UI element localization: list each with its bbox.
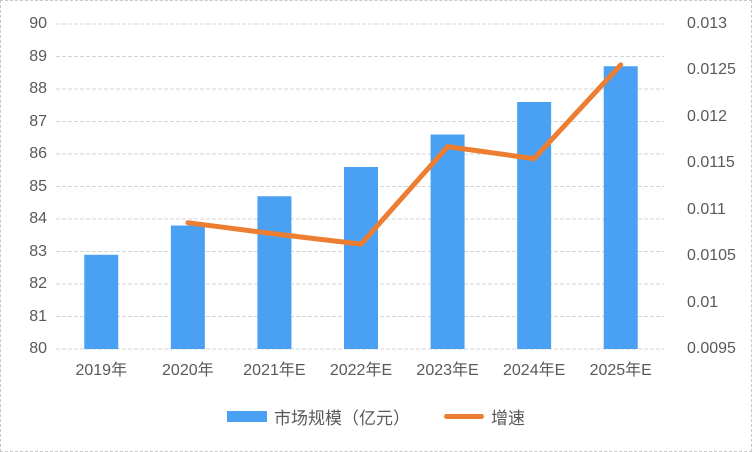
left-axis-tick-89: 89 bbox=[29, 47, 47, 65]
x-axis-tick-2021年E: 2021年E bbox=[243, 362, 306, 379]
left-axis-tick-86: 86 bbox=[29, 145, 47, 162]
bar-2022年E bbox=[344, 167, 378, 349]
bar-2019年 bbox=[84, 254, 119, 349]
legend-label-growth: 增速 bbox=[491, 409, 525, 428]
left-axis-tick-83: 83 bbox=[29, 242, 47, 260]
line-series-swatch-icon bbox=[444, 414, 484, 419]
right-axis-tick-0.012: 0.012 bbox=[687, 107, 728, 125]
legend-item-growth: 增速 bbox=[444, 404, 525, 429]
bar-2025年E bbox=[603, 66, 638, 349]
left-axis-tick-90: 90 bbox=[29, 15, 47, 32]
left-axis-tick-84: 84 bbox=[29, 210, 47, 227]
bar-2024年E bbox=[517, 102, 552, 349]
growth-line bbox=[185, 62, 624, 247]
left-axis-tick-80: 80 bbox=[29, 340, 47, 357]
right-axis-tick-0.0095: 0.0095 bbox=[687, 340, 736, 357]
x-axis-tick-2023年E: 2023年E bbox=[416, 362, 479, 379]
legend-label-market-size: 市场规模（亿元） bbox=[274, 409, 410, 428]
x-axis-tick-2019年: 2019年 bbox=[75, 362, 128, 379]
x-axis-tick-2022年E: 2022年E bbox=[329, 362, 393, 379]
legend: 市场规模（亿元） 增速 bbox=[1, 404, 751, 429]
right-axis-tick-0.0125: 0.0125 bbox=[687, 61, 736, 79]
left-axis-tick-87: 87 bbox=[29, 112, 47, 130]
bar-series-swatch-icon bbox=[227, 411, 267, 422]
bar-2021年E bbox=[257, 196, 292, 349]
right-axis-tick-0.011: 0.011 bbox=[687, 200, 726, 218]
x-axis-tick-2020年: 2020年 bbox=[162, 362, 214, 379]
x-axis-tick-2024年E: 2024年E bbox=[503, 362, 566, 379]
left-axis-tick-81: 81 bbox=[29, 307, 47, 325]
left-axis-tick-85: 85 bbox=[29, 177, 47, 195]
right-axis-tick-0.0115: 0.0115 bbox=[687, 154, 735, 172]
right-axis-tick-0.0105: 0.0105 bbox=[687, 247, 736, 265]
right-axis-tick-0.013: 0.013 bbox=[687, 15, 728, 32]
right-axis-tick-0.01: 0.01 bbox=[687, 293, 719, 311]
bar-2023年E bbox=[430, 134, 465, 349]
x-axis-tick-2025年E: 2025年E bbox=[589, 362, 652, 379]
left-axis-tick-88: 88 bbox=[29, 80, 47, 97]
bar-2020年 bbox=[170, 225, 205, 349]
left-axis-tick-82: 82 bbox=[29, 275, 47, 292]
legend-item-market-size: 市场规模（亿元） bbox=[227, 404, 410, 429]
